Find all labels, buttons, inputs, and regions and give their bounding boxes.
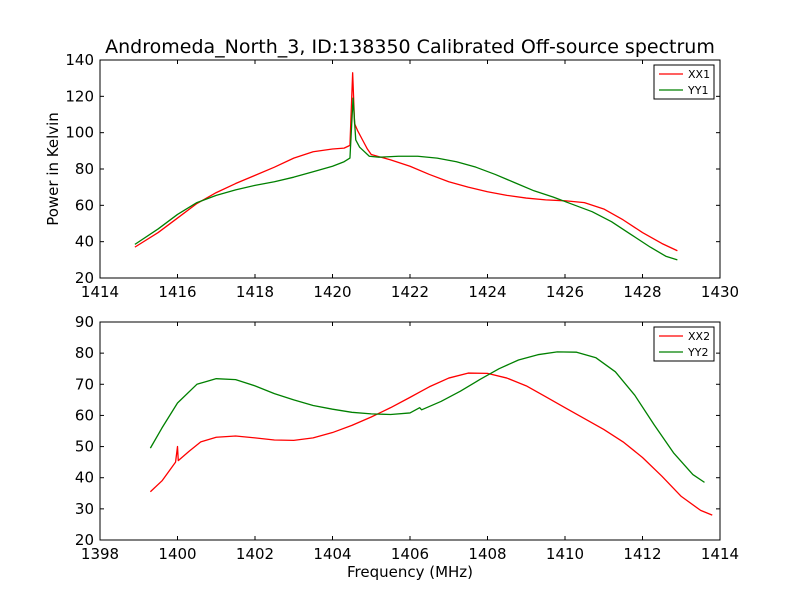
bottom-panel: Frequency (MHz) 1398 1400 1402 1404 1406 1408… <box>75 313 739 581</box>
top-y-tick-label: 100 <box>65 124 94 142</box>
top-x-tick-label: 1416 <box>158 283 196 301</box>
top-y-tick-label: 40 <box>75 233 94 251</box>
top-ylabel: Power in Kelvin <box>44 112 62 226</box>
bottom-xlabel: Frequency (MHz) <box>347 563 473 581</box>
bottom-series-xx2-line <box>149 372 713 516</box>
bottom-legend-label-yy2: YY2 <box>687 346 708 359</box>
bottom-x-tick-label: 1408 <box>468 545 506 563</box>
bottom-x-tick-label: 1398 <box>81 545 119 563</box>
top-y-tick-label: 20 <box>75 269 94 287</box>
top-series-yy1-line <box>134 97 678 261</box>
bottom-x-tick-label: 1410 <box>546 545 584 563</box>
bottom-series-yy2-line <box>149 351 705 483</box>
bottom-x-tick-label: 1404 <box>313 545 351 563</box>
bottom-legend-box <box>653 326 715 362</box>
top-x-tick-label: 1418 <box>236 283 274 301</box>
bottom-x-tick-label: 1414 <box>701 545 739 563</box>
bottom-y-tick-label: 90 <box>75 313 94 331</box>
top-x-tick-label: 1430 <box>701 283 739 301</box>
bottom-y-tick-label: 50 <box>75 438 94 456</box>
bottom-y-tick-label: 40 <box>75 469 94 487</box>
bottom-legend-label-xx2: XX2 <box>688 330 710 343</box>
bottom-x-tick-label: 1412 <box>623 545 661 563</box>
top-x-tick-label: 1428 <box>623 283 661 301</box>
chart-title: Andromeda_North_3, ID:138350 Calibrated … <box>105 36 715 58</box>
top-series-xx1-line <box>134 72 678 252</box>
top-legend-label-yy1: YY1 <box>687 84 708 97</box>
top-legend-box <box>653 64 715 100</box>
top-y-tick-label: 120 <box>65 87 94 105</box>
top-y-tick-label: 80 <box>75 160 94 178</box>
top-x-tick-label: 1424 <box>468 283 506 301</box>
top-x-tick-label: 1426 <box>546 283 584 301</box>
bottom-x-tick-label: 1402 <box>236 545 274 563</box>
top-x-tick-label: 1414 <box>81 283 119 301</box>
top-x-tick-label: 1422 <box>391 283 429 301</box>
bottom-y-tick-label: 60 <box>75 406 94 424</box>
bottom-y-tick-label: 20 <box>75 531 94 549</box>
top-panel: Power in Kelvin 1414 1416 1418 1420 1422 1424… <box>44 51 739 301</box>
top-y-tick-label: 60 <box>75 196 94 214</box>
top-legend-label-xx1: XX1 <box>688 68 710 81</box>
bottom-y-tick-label: 30 <box>75 500 94 518</box>
bottom-x-tick-label: 1400 <box>158 545 196 563</box>
top-y-tick-label: 140 <box>65 51 94 69</box>
top-x-tick-label: 1420 <box>313 283 351 301</box>
bottom-y-tick-label: 80 <box>75 344 94 362</box>
bottom-y-tick-label: 70 <box>75 375 94 393</box>
bottom-x-tick-label: 1406 <box>391 545 429 563</box>
